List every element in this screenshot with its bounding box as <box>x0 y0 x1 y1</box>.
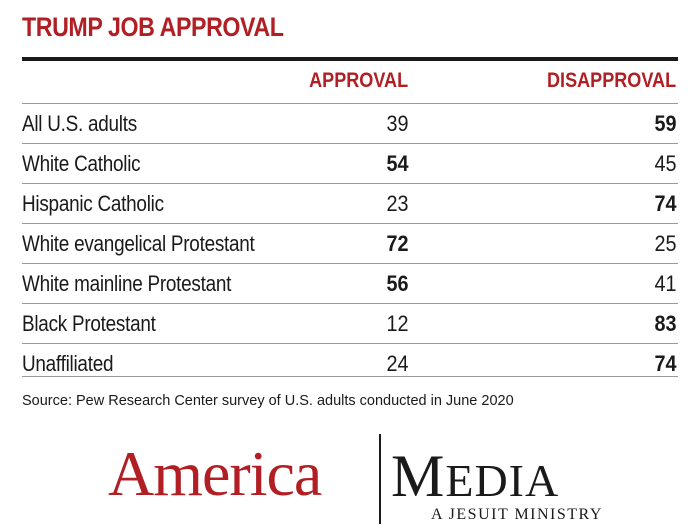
table-body: All U.S. adults 39 59 White Catholic 54 … <box>22 103 678 383</box>
logo-america-wordmark: America <box>108 438 322 509</box>
approval-value: 23 <box>385 191 408 216</box>
row-label: White Catholic <box>22 151 141 176</box>
table-row: Hispanic Catholic 23 74 <box>22 183 678 223</box>
disapproval-value: 83 <box>653 311 676 336</box>
table-row: White Catholic 54 45 <box>22 143 678 183</box>
title-rule <box>22 57 678 61</box>
disapproval-value: 25 <box>653 231 676 256</box>
chart-title: TRUMP JOB APPROVAL <box>22 12 284 42</box>
disapproval-value: 74 <box>653 191 676 216</box>
approval-value: 56 <box>385 271 408 296</box>
table-bottom-rule <box>22 376 678 377</box>
table-row: White evangelical Protestant 72 25 <box>22 223 678 263</box>
approval-value: 12 <box>385 311 408 336</box>
row-label: White mainline Protestant <box>22 271 232 296</box>
table-row: Unaffiliated 24 74 <box>22 343 678 383</box>
logo-tagline: A JESUIT MINISTRY <box>431 506 603 523</box>
disapproval-value: 45 <box>653 151 676 176</box>
disapproval-value: 41 <box>653 271 676 296</box>
row-label: Unaffiliated <box>22 351 114 376</box>
approval-value: 54 <box>385 151 408 176</box>
disapproval-value: 74 <box>653 351 676 376</box>
approval-value: 72 <box>385 231 408 256</box>
table-row: All U.S. adults 39 59 <box>22 103 678 143</box>
row-label: White evangelical Protestant <box>22 231 255 256</box>
table-row: White mainline Protestant 56 41 <box>22 263 678 303</box>
table-row: Black Protestant 12 83 <box>22 303 678 343</box>
row-label: Black Protestant <box>22 311 156 336</box>
column-header-approval: APPROVAL <box>308 69 408 92</box>
source-note: Source: Pew Research Center survey of U.… <box>22 393 514 409</box>
logo-media-wordmark: MEDIA <box>391 446 559 506</box>
disapproval-value: 59 <box>653 111 676 136</box>
approval-value: 24 <box>385 351 408 376</box>
approval-value: 39 <box>385 111 408 136</box>
logo-media-rest: EDIA <box>445 455 560 506</box>
logo-divider <box>379 434 381 524</box>
america-media-logo: America MEDIA A JESUIT MINISTRY <box>0 430 700 531</box>
column-header-disapproval: DISAPPROVAL <box>546 69 676 92</box>
row-label: Hispanic Catholic <box>22 191 164 216</box>
logo-media-initial: M <box>391 443 446 509</box>
row-label: All U.S. adults <box>22 111 137 136</box>
